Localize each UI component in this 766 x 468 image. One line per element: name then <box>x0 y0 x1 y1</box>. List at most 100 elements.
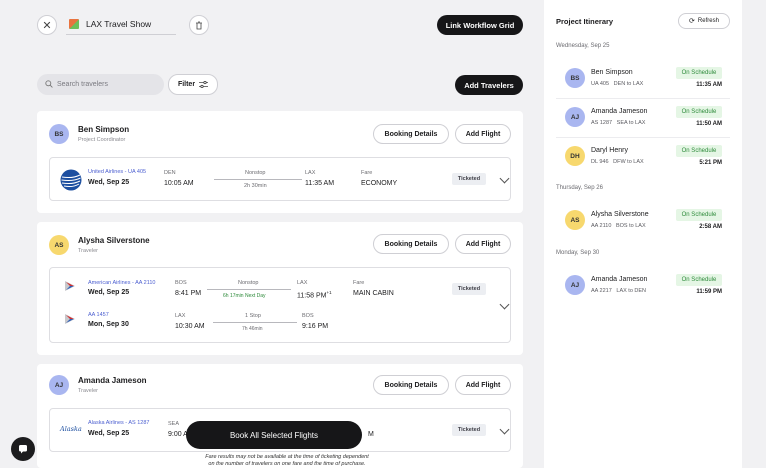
to-time: M <box>368 431 374 438</box>
search-box[interactable]: Search travelers <box>37 74 164 95</box>
flight-date: Wed, Sep 25 <box>88 289 130 296</box>
american-airlines-logo-icon <box>65 281 75 291</box>
close-icon: ✕ <box>42 19 52 32</box>
itinerary-title: Project Itinerary <box>556 17 614 26</box>
airline-flight: AA 1457 <box>88 312 109 318</box>
status-badge: On Schedule <box>676 145 722 157</box>
search-icon <box>45 80 53 88</box>
duration: 7h 46min <box>242 326 263 332</box>
itinerary-date: Wednesday, Sep 25 <box>556 43 610 49</box>
booking-details-button[interactable]: Booking Details <box>373 124 449 144</box>
add-flight-button[interactable]: Add Flight <box>455 234 511 254</box>
itinerary-name: Amanda Jameson <box>591 276 648 283</box>
refresh-icon: ⟳ <box>689 18 695 25</box>
itinerary-time: 11:59 PM <box>696 289 722 295</box>
flight-date: Wed, Sep 25 <box>88 179 130 186</box>
avatar: AJ <box>565 275 585 295</box>
route-line <box>207 289 291 290</box>
from-code: BOS <box>175 280 187 286</box>
flight-date: Wed, Sep 25 <box>88 430 130 437</box>
status-badge: On Schedule <box>676 274 722 286</box>
status-badge: On Schedule <box>676 67 722 79</box>
traveler-name: Ben Simpson <box>78 125 130 134</box>
itinerary-name: Daryl Henry <box>591 147 628 154</box>
from-time: 9:00 A <box>168 431 188 438</box>
status-badge: Ticketed <box>452 283 486 295</box>
from-time: 10:30 AM <box>175 323 205 330</box>
flight-row[interactable]: United Airlines - UA 405 Wed, Sep 25 DEN… <box>49 157 511 201</box>
filter-button[interactable]: Filter <box>168 74 218 95</box>
airline-flight: American Airlines - AA 2110 <box>88 280 156 286</box>
close-button[interactable]: ✕ <box>37 15 57 35</box>
avatar: DH <box>565 146 585 166</box>
flight-row[interactable]: American Airlines - AA 2110 Wed, Sep 25 … <box>49 267 511 343</box>
add-flight-button[interactable]: Add Flight <box>455 375 511 395</box>
add-travelers-button[interactable]: Add Travelers <box>455 75 523 95</box>
trash-icon <box>196 21 202 29</box>
traveler-card-amanda-jameson: AJ Amanda Jameson Traveler Booking Detai… <box>37 364 523 468</box>
status-badge: Ticketed <box>452 173 486 185</box>
book-all-selected-flights-button[interactable]: Book All Selected Flights <box>186 421 362 449</box>
avatar: AJ <box>49 375 69 395</box>
itinerary-time: 11:50 AM <box>696 121 722 127</box>
from-code: SEA <box>168 421 180 427</box>
to-code: LAX <box>305 170 316 176</box>
traveler-role: Traveler <box>78 248 98 254</box>
avatar: BS <box>49 124 69 144</box>
traveler-role: Project Coordinator <box>78 137 126 143</box>
filter-icon <box>199 81 209 88</box>
divider <box>556 98 730 99</box>
to-time: 11:35 AM <box>305 180 335 187</box>
itinerary-name: Alysha Silverstone <box>591 211 649 218</box>
booking-details-button[interactable]: Booking Details <box>373 234 449 254</box>
avatar: BS <box>565 68 585 88</box>
fare-value: MAIN CABIN <box>353 290 394 297</box>
avatar: AS <box>49 235 69 255</box>
add-flight-button[interactable]: Add Flight <box>455 124 511 144</box>
chat-button[interactable] <box>11 437 35 461</box>
chevron-down-icon[interactable] <box>499 299 510 310</box>
itinerary-date: Thursday, Sep 26 <box>556 185 603 191</box>
american-airlines-logo-icon <box>65 314 75 324</box>
avatar: AS <box>565 210 585 230</box>
stops: Nonstop <box>245 170 266 176</box>
from-time: 8:41 PM <box>175 290 202 297</box>
project-title[interactable]: LAX Travel Show <box>86 19 152 29</box>
refresh-button[interactable]: ⟳ Refresh <box>678 13 730 29</box>
to-time: 11:58 PM+1 <box>297 290 332 300</box>
itinerary-route: AA 2217 LAX to DEN <box>591 288 647 294</box>
booking-details-button[interactable]: Booking Details <box>373 375 449 395</box>
search-input[interactable]: Search travelers <box>57 80 108 88</box>
itinerary-route: AS 1287 SEA to LAX <box>591 120 646 126</box>
fare-disclaimer: Fare results may not be available at the… <box>137 454 437 468</box>
chat-icon <box>19 445 27 454</box>
delete-button[interactable] <box>189 15 209 35</box>
fare-label: Fare <box>353 280 365 286</box>
airline-flight: Alaska Airlines - AS 1287 <box>88 420 150 426</box>
traveler-name: Alysha Silverstone <box>78 236 150 245</box>
divider <box>556 137 730 138</box>
itinerary-name: Ben Simpson <box>591 69 633 76</box>
itinerary-date: Monday, Sep 30 <box>556 250 600 256</box>
stops: Nonstop <box>238 280 259 286</box>
next-day-indicator: +1 <box>326 290 332 295</box>
project-color-swatch <box>69 19 79 29</box>
alaska-airlines-logo-icon: Alaska <box>60 425 82 433</box>
title-underline <box>66 34 176 35</box>
disclaimer-line: on the number of travelers on one fare a… <box>208 461 366 467</box>
traveler-card-alysha-silverstone: AS Alysha Silverstone Traveler Booking D… <box>37 222 523 355</box>
link-workflow-grid-button[interactable]: Link Workflow Grid <box>437 15 523 35</box>
avatar: AJ <box>565 107 585 127</box>
to-code: LAX <box>297 280 308 286</box>
chevron-down-icon[interactable] <box>499 424 510 435</box>
from-code: LAX <box>175 313 186 319</box>
united-airlines-logo-icon <box>60 169 82 191</box>
traveler-card-ben-simpson: BS Ben Simpson Project Coordinator Booki… <box>37 111 523 213</box>
route-line <box>214 179 302 180</box>
from-time: 10:05 AM <box>164 180 194 187</box>
duration: 2h 30min <box>244 183 267 189</box>
chevron-down-icon[interactable] <box>499 173 510 184</box>
filter-label: Filter <box>177 81 196 88</box>
itinerary-time: 5:21 PM <box>699 160 722 166</box>
status-badge: On Schedule <box>676 209 722 221</box>
